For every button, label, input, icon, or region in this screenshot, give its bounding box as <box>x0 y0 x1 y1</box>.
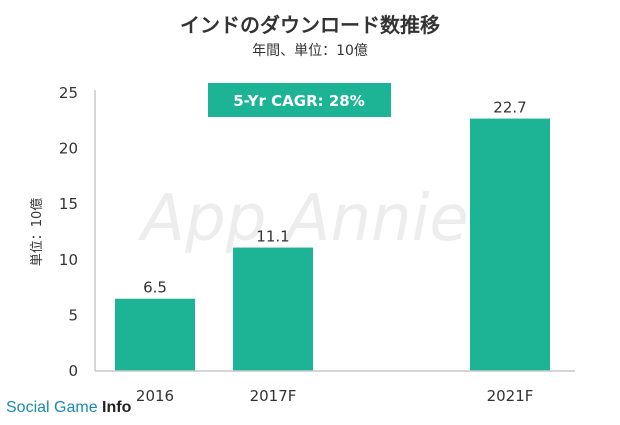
y-tick-label: 5 <box>68 306 78 324</box>
source-credit: Social Game Info <box>6 399 131 417</box>
credit-bold: Info <box>102 399 132 416</box>
y-tick-label: 0 <box>68 362 78 380</box>
y-tick-label: 25 <box>59 84 78 102</box>
data-label: 22.7 <box>493 99 526 117</box>
bars: 6.5 2016 11.1 2017F 22.7 2021F <box>115 99 550 405</box>
watermark: App Annie <box>137 182 468 256</box>
x-tick-label: 2016 <box>136 387 174 405</box>
credit-prefix: Social Game <box>6 399 103 416</box>
bar-2021f <box>470 118 550 372</box>
data-label: 6.5 <box>143 279 167 297</box>
cagr-label: 5-Yr CAGR: 28% <box>233 92 365 110</box>
y-axis: 0 5 10 15 20 25 <box>59 84 78 380</box>
chart-subtitle: 年間、単位：10億 <box>252 43 368 59</box>
y-tick-label: 10 <box>59 251 78 269</box>
bar-2017f <box>233 247 313 371</box>
x-tick-label: 2021F <box>487 387 534 405</box>
y-axis-label: 単位：10億 <box>29 198 45 267</box>
cagr-box <box>208 83 391 117</box>
bar-2016 <box>115 298 195 371</box>
x-tick-label: 2017F <box>250 387 297 405</box>
data-label: 11.1 <box>256 228 289 246</box>
cagr-annotation: 5-Yr CAGR: 28% <box>208 83 391 117</box>
chart-title: インドのダウンロード数推移 <box>180 13 440 37</box>
y-tick-label: 15 <box>59 195 78 213</box>
y-tick-label: 20 <box>59 140 78 158</box>
